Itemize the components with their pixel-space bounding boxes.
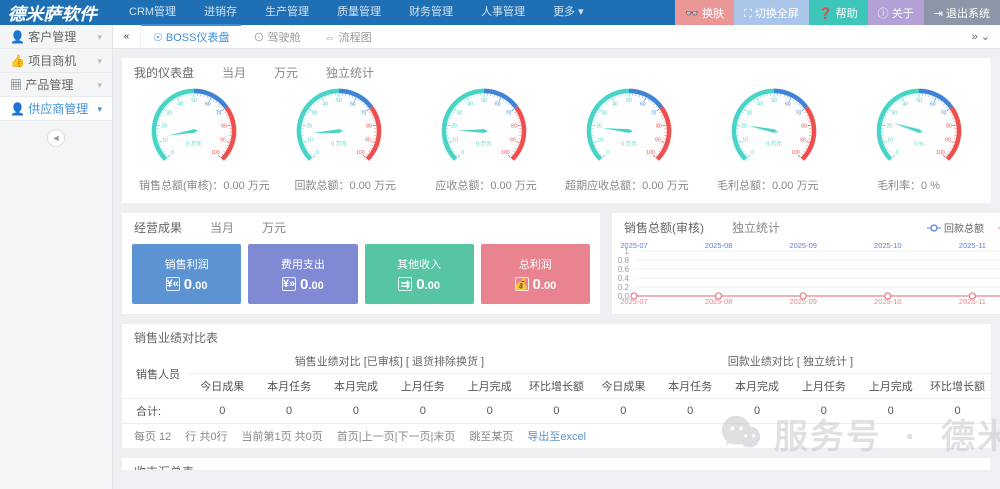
svg-text:40: 40 <box>178 101 184 107</box>
svg-text:20: 20 <box>451 124 457 130</box>
svg-text:10: 10 <box>742 138 748 144</box>
svg-text:70: 70 <box>361 111 367 117</box>
svg-text:0.4: 0.4 <box>618 274 630 283</box>
svg-text:0 万元: 0 万元 <box>621 141 637 148</box>
svg-text:0: 0 <box>751 150 754 156</box>
svg-text:10: 10 <box>163 138 169 144</box>
svg-text:30: 30 <box>602 111 608 117</box>
svg-text:90: 90 <box>510 138 516 144</box>
svg-text:20: 20 <box>162 124 168 130</box>
svg-text:0: 0 <box>606 150 609 156</box>
svg-text:100: 100 <box>791 150 800 156</box>
svg-text:20: 20 <box>596 124 602 130</box>
svg-text:2025-11: 2025-11 <box>959 241 986 250</box>
svg-text:80: 80 <box>222 124 228 130</box>
svg-text:30: 30 <box>746 111 752 117</box>
svg-text:90: 90 <box>220 138 226 144</box>
svg-text:100: 100 <box>356 150 365 156</box>
svg-text:50: 50 <box>771 98 777 104</box>
svg-text:30: 30 <box>891 111 897 117</box>
svg-text:0.2: 0.2 <box>618 283 630 292</box>
svg-text:90: 90 <box>655 138 661 144</box>
svg-text:60: 60 <box>205 101 211 107</box>
svg-text:100: 100 <box>646 150 655 156</box>
svg-text:60: 60 <box>785 101 791 107</box>
svg-text:0 万元: 0 万元 <box>331 141 347 148</box>
svg-text:10: 10 <box>452 138 458 144</box>
svg-text:70: 70 <box>651 111 657 117</box>
svg-text:100: 100 <box>501 150 510 156</box>
svg-text:80: 80 <box>946 124 952 130</box>
svg-text:2025-10: 2025-10 <box>874 241 902 250</box>
svg-text:20: 20 <box>886 124 892 130</box>
svg-text:30: 30 <box>167 111 173 117</box>
svg-text:50: 50 <box>916 98 922 104</box>
svg-text:2025-08: 2025-08 <box>705 241 733 250</box>
svg-text:60: 60 <box>495 101 501 107</box>
svg-text:80: 80 <box>801 124 807 130</box>
svg-text:50: 50 <box>626 98 632 104</box>
svg-text:2025-07: 2025-07 <box>620 241 648 250</box>
svg-text:40: 40 <box>757 101 763 107</box>
svg-text:0: 0 <box>172 150 175 156</box>
svg-text:50: 50 <box>481 98 487 104</box>
svg-text:40: 40 <box>902 101 908 107</box>
svg-text:30: 30 <box>457 111 463 117</box>
svg-text:0.8: 0.8 <box>618 256 630 265</box>
svg-text:90: 90 <box>945 138 951 144</box>
svg-text:20: 20 <box>306 124 312 130</box>
svg-text:10: 10 <box>597 138 603 144</box>
svg-text:0 万元: 0 万元 <box>476 141 492 148</box>
svg-text:100: 100 <box>212 150 221 156</box>
svg-text:70: 70 <box>506 111 512 117</box>
svg-text:90: 90 <box>365 138 371 144</box>
svg-text:40: 40 <box>467 101 473 107</box>
svg-text:10: 10 <box>308 138 314 144</box>
svg-text:30: 30 <box>312 111 318 117</box>
svg-text:60: 60 <box>640 101 646 107</box>
svg-text:0 %: 0 % <box>914 142 924 148</box>
svg-text:90: 90 <box>800 138 806 144</box>
svg-text:80: 80 <box>511 124 517 130</box>
svg-text:100: 100 <box>936 150 945 156</box>
svg-text:50: 50 <box>336 98 342 104</box>
svg-text:0 万元: 0 万元 <box>187 141 203 148</box>
svg-text:70: 70 <box>795 111 801 117</box>
svg-text:2025-09: 2025-09 <box>789 241 817 250</box>
svg-text:40: 40 <box>323 101 329 107</box>
svg-text:60: 60 <box>930 101 936 107</box>
svg-text:80: 80 <box>366 124 372 130</box>
svg-text:70: 70 <box>940 111 946 117</box>
svg-text:70: 70 <box>216 111 222 117</box>
svg-text:10: 10 <box>887 138 893 144</box>
svg-text:60: 60 <box>350 101 356 107</box>
svg-text:40: 40 <box>612 101 618 107</box>
svg-text:0: 0 <box>316 150 319 156</box>
svg-text:0.6: 0.6 <box>618 265 630 274</box>
svg-text:80: 80 <box>656 124 662 130</box>
svg-text:0 万元: 0 万元 <box>766 141 782 148</box>
svg-text:0: 0 <box>461 150 464 156</box>
svg-text:20: 20 <box>741 124 747 130</box>
svg-text:0: 0 <box>896 150 899 156</box>
svg-text:50: 50 <box>192 98 198 104</box>
